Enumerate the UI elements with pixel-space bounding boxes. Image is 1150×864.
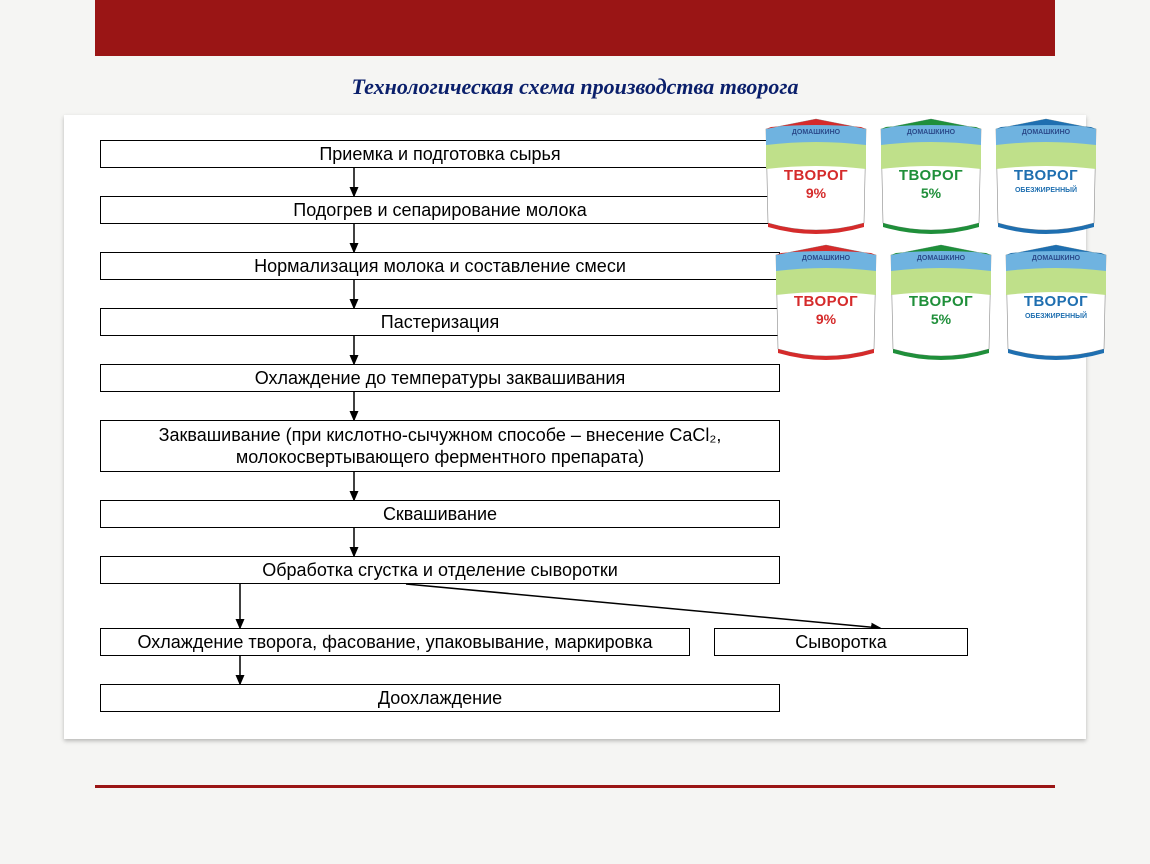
flow-step-b9: Охлаждение творога, фасование, упаковыва… [100,628,690,656]
flow-step-b5: Охлаждение до температуры заквашивания [100,364,780,392]
pack-percent: ОБЕЗЖИРЕННЫЙ [1000,313,1112,320]
pack-name: ТВОРОГ [1000,293,1112,310]
pack-percent: 9% [760,185,872,201]
pack-name: ТВОРОГ [770,293,882,310]
pack-brand: ДОМАШКИНО [770,255,882,262]
page-title: Технологическая схема производства творо… [0,74,1150,100]
product-pack-2: ДОМАШКИНО ТВОРОГ ОБЕЗЖИРЕННЫЙ [990,115,1102,235]
bottom-accent-line [95,785,1055,788]
flow-step-b3: Нормализация молока и составление смеси [100,252,780,280]
flow-step-b11: Сыворотка [714,628,968,656]
pack-name: ТВОРОГ [990,167,1102,184]
product-pack-5: ДОМАШКИНО ТВОРОГ ОБЕЗЖИРЕННЫЙ [1000,241,1112,361]
pack-percent: 5% [885,311,997,327]
flow-step-b6: Заквашивание (при кислотно-сычужном спос… [100,420,780,472]
product-packs: ДОМАШКИНОТВОРОГ9%ДОМАШКИНОТВОРОГ5%ДОМАШК… [760,115,1106,367]
product-pack-1: ДОМАШКИНО ТВОРОГ5% [875,115,987,235]
flow-step-b8: Обработка сгустка и отделение сыворотки [100,556,780,584]
top-accent-bar [95,0,1055,56]
pack-percent: 5% [875,185,987,201]
pack-name: ТВОРОГ [875,167,987,184]
pack-brand: ДОМАШКИНО [760,129,872,136]
product-pack-0: ДОМАШКИНО ТВОРОГ9% [760,115,872,235]
pack-name: ТВОРОГ [885,293,997,310]
flow-step-b2: Подогрев и сепарирование молока [100,196,780,224]
product-pack-4: ДОМАШКИНО ТВОРОГ5% [885,241,997,361]
pack-brand: ДОМАШКИНО [990,129,1102,136]
pack-percent: 9% [770,311,882,327]
flow-step-b1: Приемка и подготовка сырья [100,140,780,168]
flow-step-b7: Сквашивание [100,500,780,528]
flow-step-b10: Доохлаждение [100,684,780,712]
pack-brand: ДОМАШКИНО [885,255,997,262]
pack-brand: ДОМАШКИНО [875,129,987,136]
flow-step-b4: Пастеризация [100,308,780,336]
pack-percent: ОБЕЗЖИРЕННЫЙ [990,187,1102,194]
pack-name: ТВОРОГ [760,167,872,184]
pack-brand: ДОМАШКИНО [1000,255,1112,262]
product-pack-3: ДОМАШКИНО ТВОРОГ9% [770,241,882,361]
